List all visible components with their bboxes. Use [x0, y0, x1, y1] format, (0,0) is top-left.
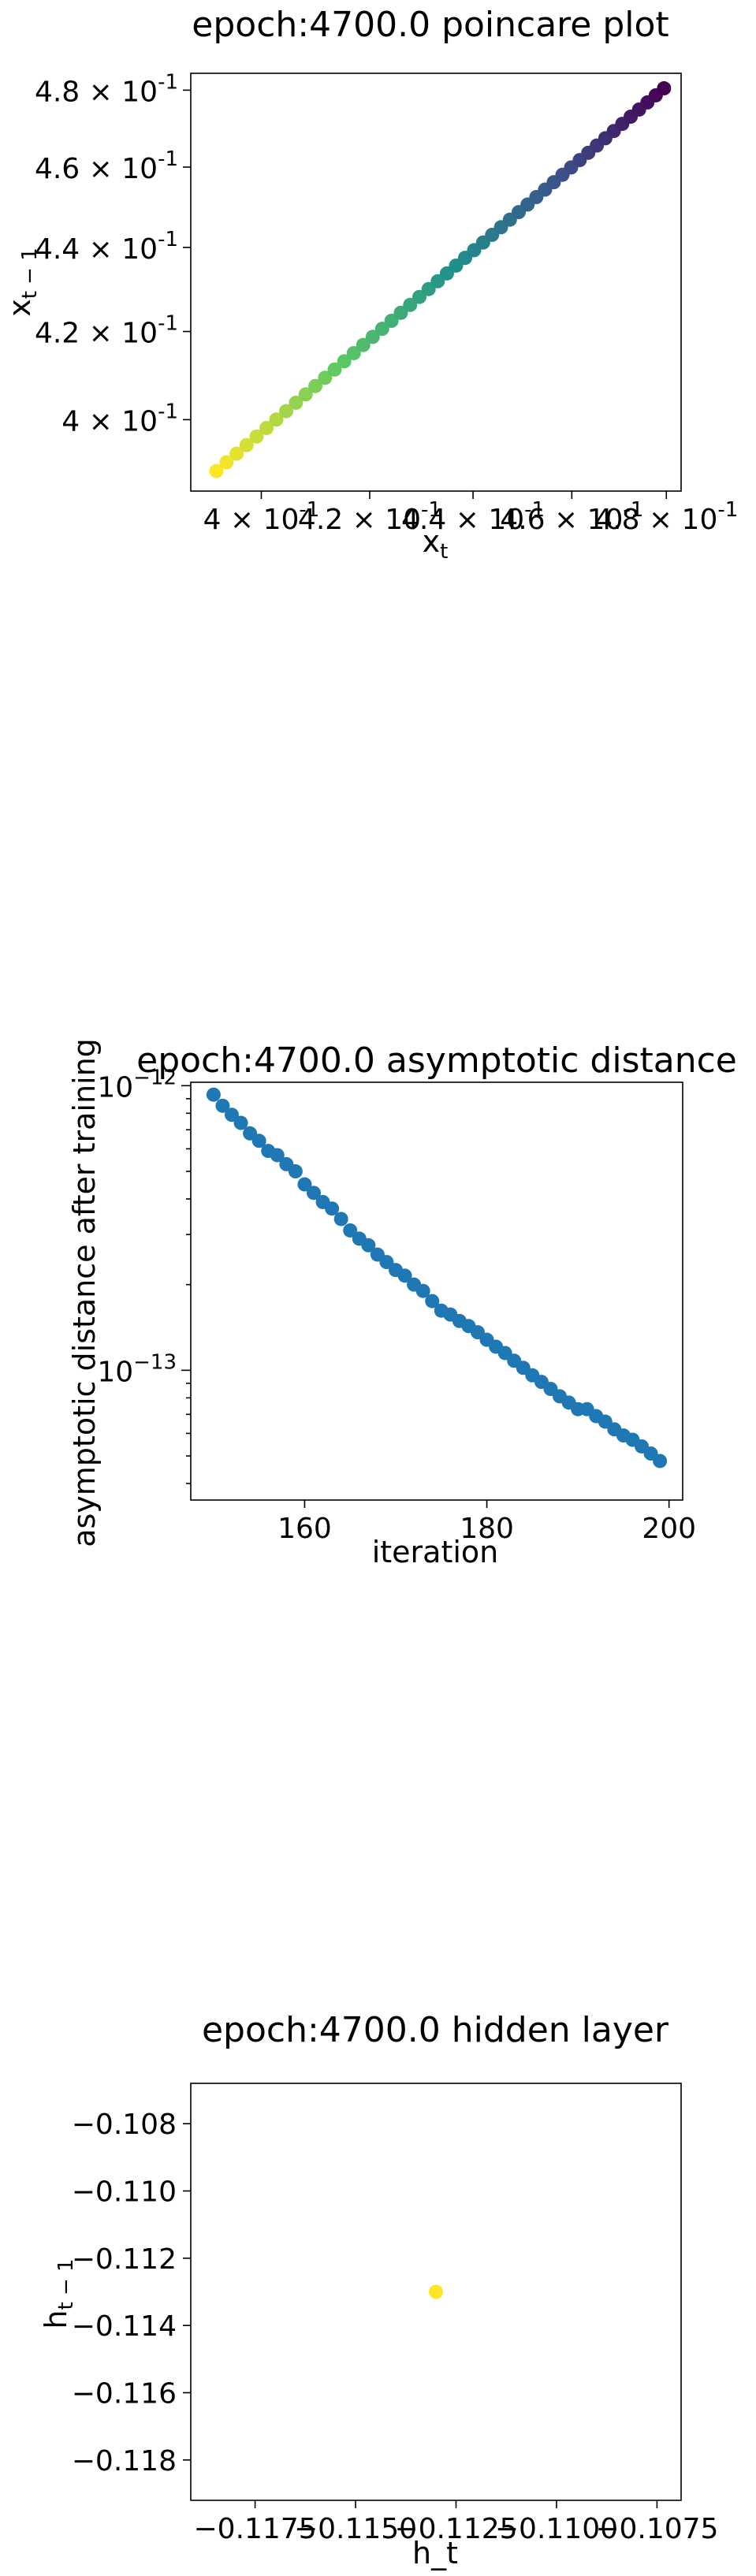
- data-point: [384, 314, 399, 329]
- data-point: [365, 329, 380, 344]
- y-tick-label: −0.110: [72, 2176, 177, 2209]
- x-tick-label: 180: [460, 1513, 514, 1545]
- x-tick-label: −0.1100: [495, 2513, 618, 2545]
- data-point: [219, 455, 234, 470]
- data-point: [393, 305, 408, 320]
- y-tick-label: −0.112: [72, 2243, 177, 2276]
- poincare-plot-chart: epoch:4700.0 poincare plot xt xt − 1 4 ×…: [2, 5, 738, 564]
- x-tick-label: −0.1150: [294, 2513, 417, 2545]
- asymptotic-distance-chart: epoch:4700.0 asymptotic distance iterati…: [67, 1038, 737, 1569]
- data-point: [206, 1087, 221, 1102]
- y-tick-label: 4 × 10-1: [61, 400, 178, 437]
- data-point: [412, 289, 427, 304]
- y-axis-label: xt − 1: [2, 248, 42, 317]
- data-points: [429, 2284, 443, 2299]
- y-axis-label: asymptotic distance after training: [67, 1038, 102, 1547]
- y-tick-label: 4.8 × 10-1: [35, 70, 178, 108]
- data-point: [425, 1294, 440, 1308]
- data-point: [233, 1115, 248, 1130]
- data-point: [298, 387, 313, 402]
- axis-ticks: −0.1175−0.1150−0.1125−0.1100−0.1075 −0.10…: [72, 2109, 719, 2545]
- data-point: [343, 1223, 358, 1238]
- data-point: [278, 404, 293, 419]
- data-point: [374, 322, 389, 337]
- data-point: [269, 412, 284, 427]
- y-tick-label: −0.108: [72, 2109, 177, 2141]
- data-points: [206, 1087, 668, 1469]
- data-point: [403, 297, 418, 312]
- y-tick-label: 10−12: [97, 1066, 177, 1104]
- data-point: [225, 1107, 239, 1122]
- x-tick-label: −0.1075: [595, 2513, 718, 2545]
- data-point: [415, 1283, 430, 1298]
- x-tick-label: 4.4 × 10-1: [401, 498, 545, 536]
- axis-ticks: 4 × 10-14.2 × 10-14.4 × 10-14.6 × 10-14.…: [35, 70, 738, 536]
- y-tick-label: −0.116: [72, 2377, 177, 2410]
- data-point: [270, 1148, 285, 1163]
- data-point: [346, 345, 361, 360]
- plot-frame: [190, 2083, 682, 2501]
- y-tick-label: 10−13: [97, 1350, 177, 1388]
- x-tick-label: 4.6 × 10-1: [500, 498, 643, 536]
- y-tick-label: −0.118: [72, 2445, 177, 2477]
- data-point: [318, 370, 333, 385]
- data-point: [308, 378, 323, 393]
- data-point: [249, 429, 264, 444]
- data-point: [289, 395, 304, 410]
- y-axis-label: ht − 1: [39, 2258, 78, 2328]
- y-tick-label: 4.2 × 10-1: [35, 312, 178, 350]
- data-point: [429, 2284, 443, 2299]
- data-point: [325, 1201, 340, 1216]
- x-tick-label: −0.1125: [394, 2513, 517, 2545]
- data-point: [239, 437, 254, 452]
- data-point: [356, 337, 371, 352]
- plot-frame: [190, 73, 682, 492]
- chart-title: epoch:4700.0 asymptotic distance: [136, 1040, 737, 1081]
- x-tick-label: 200: [642, 1513, 696, 1545]
- x-tick-label: −0.1175: [194, 2513, 317, 2545]
- data-points: [209, 81, 672, 478]
- data-point: [657, 81, 672, 96]
- data-point: [397, 1268, 412, 1283]
- x-tick-label: 4.2 × 10-1: [298, 498, 441, 536]
- plot-frame: [190, 1081, 683, 1501]
- data-point: [337, 354, 352, 369]
- data-point: [209, 463, 224, 478]
- chart-title: epoch:4700.0 hidden layer: [202, 2010, 669, 2050]
- data-point: [251, 1134, 266, 1148]
- data-point: [259, 420, 274, 435]
- axis-ticks: 160 180 200 10−12 10−13: [97, 1066, 696, 1545]
- x-axis-label: iteration: [372, 1535, 499, 1569]
- x-tick-label: 4 × 10-1: [203, 498, 320, 536]
- data-point: [288, 1164, 303, 1179]
- x-tick-label: 160: [277, 1513, 332, 1545]
- data-point: [333, 1212, 348, 1227]
- data-point: [307, 1186, 321, 1201]
- hidden-layer-chart: epoch:4700.0 hidden layer h_t ht − 1 −0.…: [39, 2010, 718, 2570]
- data-point: [327, 362, 342, 377]
- y-tick-label: 4.6 × 10-1: [35, 147, 178, 185]
- data-point: [653, 1454, 668, 1469]
- data-point: [361, 1238, 376, 1253]
- chart-title: epoch:4700.0 poincare plot: [192, 5, 668, 45]
- data-point: [297, 1177, 312, 1192]
- y-tick-label: −0.114: [72, 2310, 177, 2343]
- data-point: [379, 1255, 394, 1270]
- x-axis-label: xt: [423, 524, 449, 564]
- y-tick-label: 4.4 × 10-1: [35, 228, 178, 266]
- x-axis-label: h_t: [412, 2536, 458, 2570]
- x-tick-label: 4.8 × 10-1: [594, 498, 738, 536]
- data-point: [215, 1098, 230, 1113]
- data-point: [229, 446, 244, 461]
